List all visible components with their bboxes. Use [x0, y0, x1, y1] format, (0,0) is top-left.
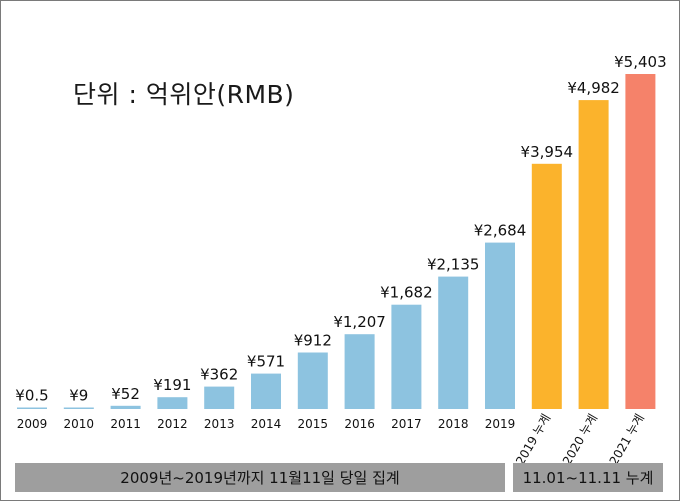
group-label-cumulative: 11.01~11.11 누계: [513, 463, 663, 492]
category-label-11: 2019 누계: [513, 412, 553, 468]
value-label-5: ¥571: [247, 353, 285, 371]
bar-2: [110, 405, 141, 409]
bar-10: [485, 242, 515, 409]
bar-4: [204, 386, 235, 409]
category-label-5: 2014: [251, 417, 282, 431]
value-label-10: ¥2,684: [474, 222, 527, 240]
value-label-8: ¥1,682: [380, 284, 433, 302]
value-label-0: ¥0.5: [15, 387, 48, 405]
value-label-1: ¥9: [69, 387, 88, 405]
bar-5: [251, 373, 281, 409]
bar-1: [63, 407, 94, 409]
category-label-7: 2016: [344, 417, 375, 431]
category-label-8: 2017: [391, 417, 422, 431]
value-label-9: ¥2,135: [427, 256, 480, 274]
bar-9: [438, 276, 469, 409]
bar-0: [17, 407, 47, 409]
category-label-1: 2010: [64, 417, 95, 431]
value-label-2: ¥52: [111, 385, 140, 403]
category-label-13: 2021 누계: [607, 412, 647, 468]
value-label-13: ¥5,403: [614, 53, 667, 71]
category-label-6: 2015: [298, 417, 329, 431]
category-label-2: 2011: [110, 417, 141, 431]
value-label-6: ¥912: [294, 332, 332, 350]
category-label-3: 2012: [157, 417, 188, 431]
value-label-3: ¥191: [153, 376, 191, 394]
group-label-daily: 2009년~2019년까지 11월11일 당일 집계: [15, 463, 505, 492]
bar-11: [531, 163, 562, 409]
category-label-9: 2018: [438, 417, 469, 431]
bar-13: [625, 74, 656, 409]
value-label-11: ¥3,954: [521, 143, 574, 161]
bar-7: [344, 334, 375, 409]
category-label-4: 2013: [204, 417, 235, 431]
bar-8: [391, 304, 422, 409]
bar-3: [157, 397, 188, 409]
category-label-10: 2019: [485, 417, 516, 431]
value-label-7: ¥1,207: [333, 313, 386, 331]
chart-unit-title: 단위 : 억위안(RMB): [73, 80, 295, 109]
category-label-12: 2020 누계: [560, 412, 600, 468]
value-label-12: ¥4,982: [567, 79, 620, 97]
category-label-0: 2009: [17, 417, 48, 431]
bar-6: [297, 352, 328, 409]
bar-12: [578, 100, 609, 409]
value-label-4: ¥362: [200, 366, 238, 384]
